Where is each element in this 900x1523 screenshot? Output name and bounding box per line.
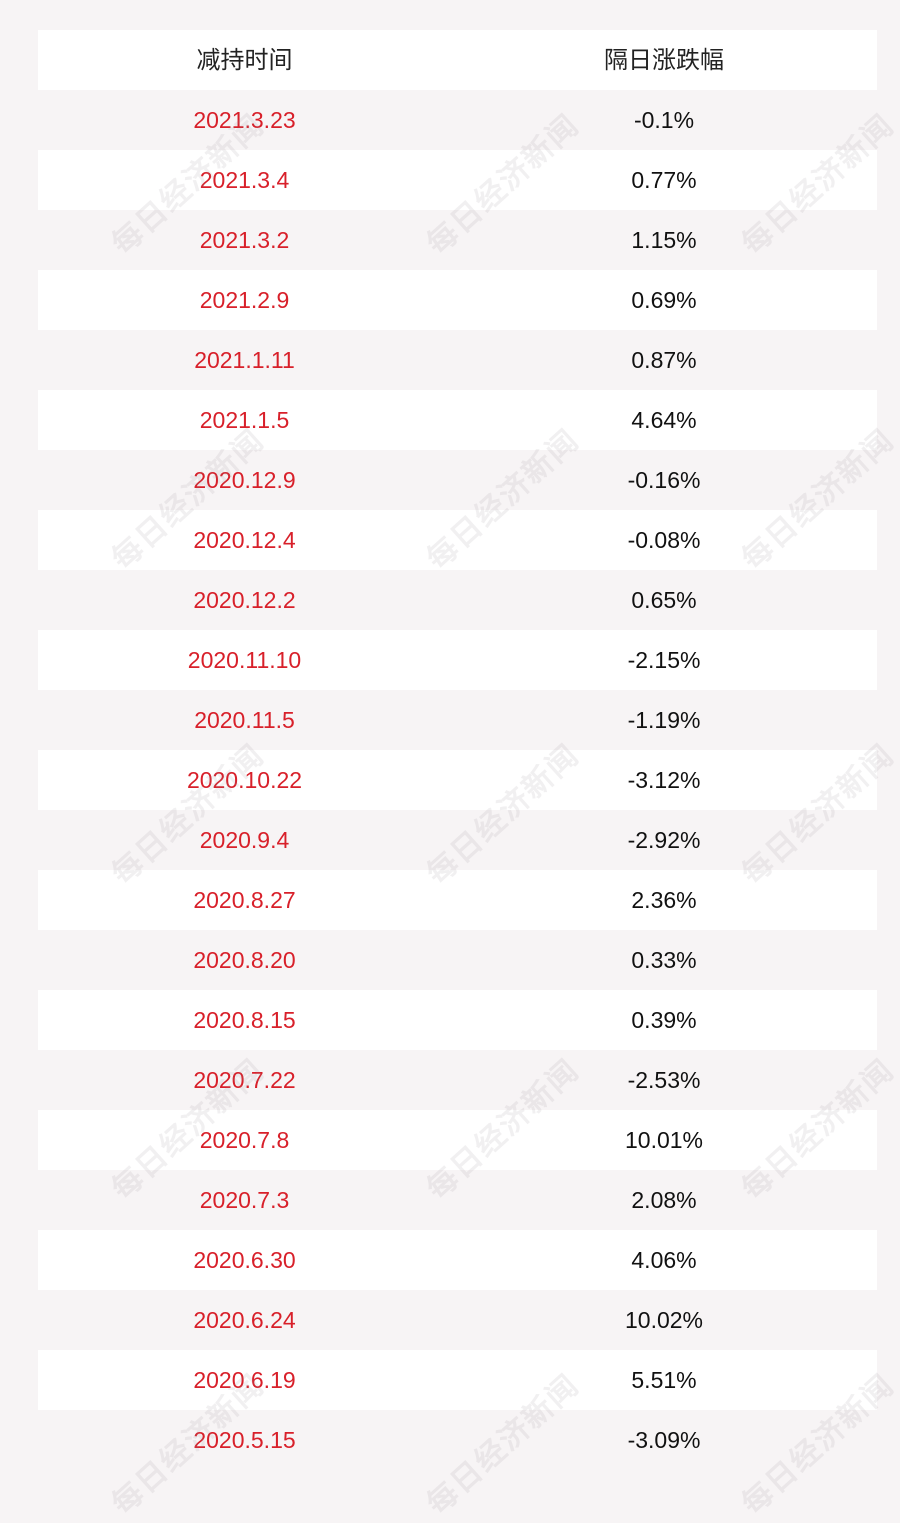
reduction-date-cell: 2021.1.11 xyxy=(194,347,295,373)
table-row: 2021.3.4 0.77% xyxy=(38,150,877,210)
table-row: 2021.1.11 0.87% xyxy=(38,330,877,390)
reduction-date-cell: 2020.8.15 xyxy=(193,1007,296,1033)
reduction-date-cell: 2020.9.4 xyxy=(199,827,290,853)
next-day-change-cell: 4.64% xyxy=(631,407,697,433)
table-row: 2020.6.19 5.51% xyxy=(38,1350,877,1410)
table-row: 2020.6.24 10.02% xyxy=(38,1290,877,1350)
reduction-date-cell: 2020.7.8 xyxy=(199,1127,290,1153)
next-day-change-cell: 2.08% xyxy=(631,1187,697,1213)
next-day-change-cell: 0.87% xyxy=(631,347,697,373)
data-table: 减持时间 隔日涨跌幅 2021.3.23 -0.1% 2021.3.4 0.77% 20… xyxy=(38,30,877,1470)
table-row: 2020.11.5 -1.19% xyxy=(38,690,877,750)
table-row: 2021.3.2 1.15% xyxy=(38,210,877,270)
next-day-change-cell: 10.02% xyxy=(624,1307,703,1333)
reduction-date-cell: 2021.3.4 xyxy=(199,167,290,193)
header-reduction-date: 减持时间 xyxy=(196,46,293,74)
table-row: 2020.5.15 -3.09% xyxy=(38,1410,877,1470)
reduction-date-cell: 2020.7.3 xyxy=(199,1187,290,1213)
reduction-date-cell: 2021.2.9 xyxy=(199,287,290,313)
table-row: 2021.3.23 -0.1% xyxy=(38,90,877,150)
next-day-change-cell: -0.08% xyxy=(627,527,701,553)
next-day-change-cell: -0.1% xyxy=(633,107,695,133)
table-row: 2020.10.22 -3.12% xyxy=(38,750,877,810)
next-day-change-cell: -2.53% xyxy=(627,1067,701,1093)
table-row: 2020.8.20 0.33% xyxy=(38,930,877,990)
reduction-date-cell: 2020.11.10 xyxy=(187,647,302,673)
reduction-date-cell: 2020.7.22 xyxy=(193,1067,296,1093)
table-row: 2020.8.27 2.36% xyxy=(38,870,877,930)
table-row: 2020.12.9 -0.16% xyxy=(38,450,877,510)
reduction-date-cell: 2020.8.20 xyxy=(193,947,296,973)
header-next-day-change: 隔日涨跌幅 xyxy=(604,46,724,74)
next-day-change-cell: 10.01% xyxy=(624,1127,703,1153)
reduction-date-cell: 2021.3.23 xyxy=(193,107,296,133)
next-day-change-cell: 0.33% xyxy=(631,947,697,973)
table-row: 2020.7.3 2.08% xyxy=(38,1170,877,1230)
reduction-date-cell: 2020.12.4 xyxy=(193,527,296,553)
reduction-date-cell: 2020.10.22 xyxy=(186,767,303,793)
next-day-change-cell: 0.39% xyxy=(631,1007,697,1033)
next-day-change-cell: 0.65% xyxy=(631,587,697,613)
table-body: 2021.3.23 -0.1% 2021.3.4 0.77% 2021.3.2 1.15%… xyxy=(38,90,877,1470)
table-row: 2020.12.4 -0.08% xyxy=(38,510,877,570)
next-day-change-cell: 0.69% xyxy=(631,287,697,313)
table-row: 2020.9.4 -2.92% xyxy=(38,810,877,870)
table-row: 2020.7.8 10.01% xyxy=(38,1110,877,1170)
next-day-change-cell: -2.15% xyxy=(627,647,701,673)
table-row: 2020.11.10 -2.15% xyxy=(38,630,877,690)
table-row: 2020.8.15 0.39% xyxy=(38,990,877,1050)
reduction-date-cell: 2020.6.24 xyxy=(193,1307,296,1333)
next-day-change-cell: 1.15% xyxy=(631,227,697,253)
table-row: 2020.12.2 0.65% xyxy=(38,570,877,630)
reduction-date-cell: 2021.3.2 xyxy=(199,227,290,253)
next-day-change-cell: -3.09% xyxy=(627,1427,701,1453)
table-header-row: 减持时间 隔日涨跌幅 xyxy=(38,30,877,90)
reduction-date-cell: 2020.5.15 xyxy=(193,1427,296,1453)
next-day-change-cell: 0.77% xyxy=(631,167,697,193)
table-row: 2021.1.5 4.64% xyxy=(38,390,877,450)
next-day-change-cell: -2.92% xyxy=(627,827,701,853)
reduction-date-cell: 2020.12.9 xyxy=(193,467,296,493)
reduction-date-cell: 2021.1.5 xyxy=(199,407,290,433)
table-row: 2021.2.9 0.69% xyxy=(38,270,877,330)
reduction-date-cell: 2020.12.2 xyxy=(193,587,296,613)
next-day-change-cell: 5.51% xyxy=(631,1367,697,1393)
next-day-change-cell: -3.12% xyxy=(627,767,701,793)
reduction-date-cell: 2020.6.19 xyxy=(193,1367,296,1393)
next-day-change-cell: -0.16% xyxy=(627,467,701,493)
next-day-change-cell: -1.19% xyxy=(627,707,701,733)
reduction-date-cell: 2020.11.5 xyxy=(194,707,295,733)
next-day-change-cell: 2.36% xyxy=(631,887,697,913)
reduction-date-cell: 2020.8.27 xyxy=(193,887,296,913)
reduction-date-cell: 2020.6.30 xyxy=(193,1247,296,1273)
next-day-change-cell: 4.06% xyxy=(631,1247,697,1273)
table-row: 2020.7.22 -2.53% xyxy=(38,1050,877,1110)
table-row: 2020.6.30 4.06% xyxy=(38,1230,877,1290)
